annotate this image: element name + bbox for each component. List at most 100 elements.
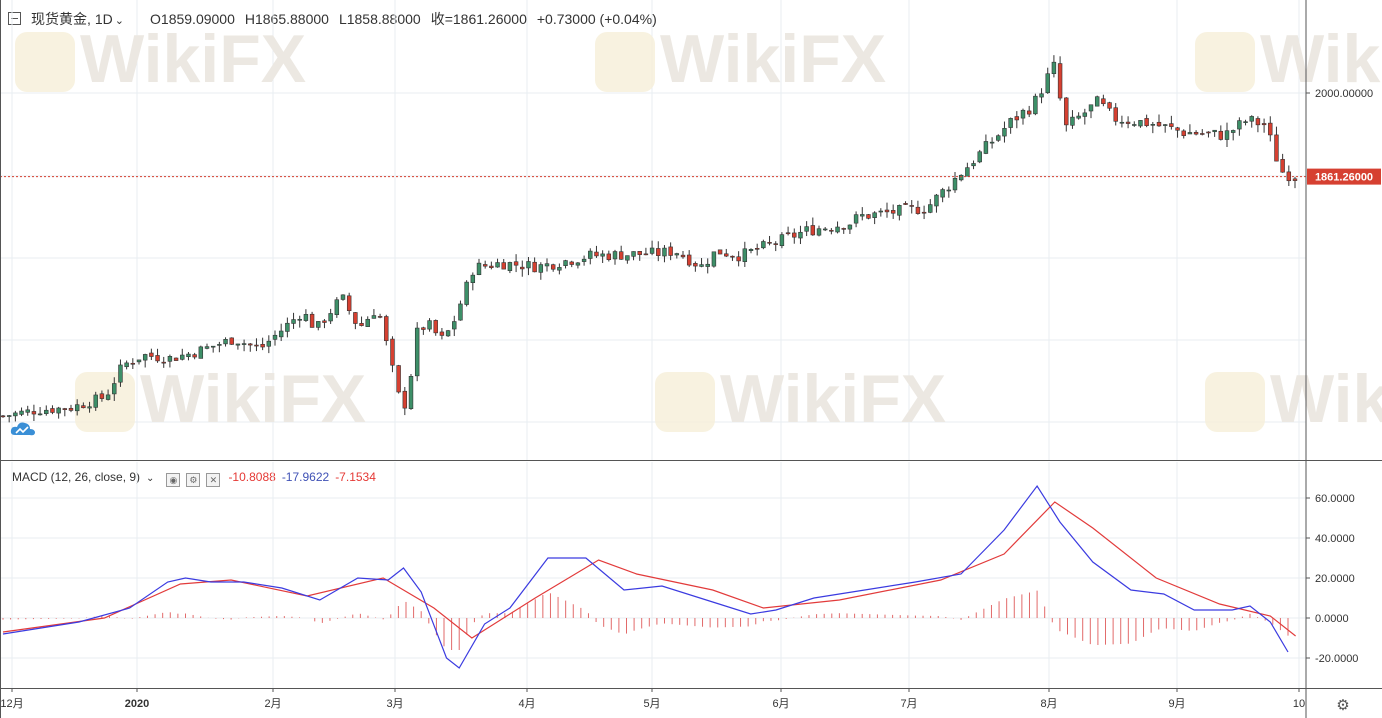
candle-body [309,313,315,328]
candle-body [804,226,809,232]
candle-body [74,404,80,412]
macd-y-tick-label: 20.0000 [1315,573,1355,585]
close-icon[interactable]: ✕ [206,473,221,487]
candle-body [717,249,723,255]
macd-hist-value: -10.8088 [228,470,276,484]
low-value: L1858.88000 [338,11,421,27]
candle-body [928,204,933,213]
candle-body [860,214,865,217]
candle-body [1249,116,1254,122]
candle-body [742,248,748,262]
macd-label[interactable]: MACD (12, 26, close, 9) [12,470,141,484]
candles-layer [0,55,1306,423]
candle-body [1064,97,1069,126]
grid-lines [0,0,1306,688]
candle-body [853,214,859,224]
candle-body [1094,96,1100,107]
candle-body [470,274,476,283]
candle-body [414,327,420,377]
candle-body [118,364,123,383]
candle-body [532,261,537,273]
candle-body [1181,130,1186,136]
candle-body [643,253,649,256]
candle-body [736,256,741,262]
candle-body [37,413,43,416]
candle-body [526,261,531,269]
open-value: O1859.09000 [150,11,235,27]
macd-y-tick-label: 0.0000 [1315,613,1349,625]
chevron-down-icon[interactable]: ⌄ [114,15,125,27]
candle-body [1200,133,1205,135]
candle-body [44,409,49,414]
candle-body [1150,124,1156,126]
candle-body [1119,121,1125,124]
candle-body [482,264,488,267]
candle-body [445,330,451,337]
candle-body [513,261,519,266]
candle-body [668,246,673,256]
macd-line [2,484,1289,669]
candle-body [940,189,945,198]
candle-body [87,406,92,409]
watermark-text: WikiFX [80,21,306,97]
candle-body [173,357,179,361]
candle-body [1125,121,1131,124]
candle-body [13,412,18,417]
candle-body [192,354,197,358]
candle-body [730,255,735,258]
candle-body [544,263,550,267]
candle-body [996,135,1001,141]
x-tick-label: 10 [1293,698,1305,710]
settings-gear-icon[interactable]: ⚙ [1336,697,1349,714]
symbol-name[interactable]: 现货黄金, [31,11,91,27]
candle-body [1261,123,1267,126]
candle-body [915,206,921,214]
candle-body [408,376,414,409]
candle-body [810,225,816,236]
candle-body [241,343,247,345]
candle-body [1280,159,1285,173]
candle-body [56,407,61,414]
candle-body [223,339,228,345]
candle-body [878,210,884,213]
candle-body [149,352,154,357]
gear-icon[interactable]: ⚙ [186,473,201,487]
candle-body [1268,122,1273,136]
candle-body [210,345,216,348]
candle-body [872,212,877,218]
candle-body [377,316,383,318]
candle-body [359,323,364,326]
candle-body [983,141,989,154]
candle-body [637,251,642,255]
watermark-text: WikiFX [1270,361,1382,437]
candle-body [557,267,562,271]
candle-body [1088,104,1094,112]
candle-body [167,356,173,362]
candle-body [365,318,370,327]
candle-body [1101,98,1106,105]
chevron-down-icon[interactable]: ⌄ [146,473,155,484]
candle-body [971,163,976,167]
candle-body [841,228,846,230]
candle-body [1212,129,1217,133]
eye-icon[interactable]: ◉ [166,473,181,487]
candle-body [371,315,377,319]
candle-body [328,313,333,322]
candle-body [507,262,513,271]
candle-body [600,253,605,257]
watermark-badge [655,372,715,432]
candle-body [1014,116,1020,121]
candle-body [155,355,160,362]
candle-body [346,295,352,311]
y-tick-label: 2000.00000 [1315,88,1373,100]
candle-body [427,320,432,330]
candle-body [1187,132,1193,135]
x-tick-label: 7月 [900,698,917,710]
candle-body [748,249,754,251]
collapse-icon[interactable] [8,12,21,25]
candle-body [649,247,655,254]
candle-body [390,338,395,366]
candle-body [798,231,803,239]
interval-label[interactable]: 1D [94,11,113,27]
candle-body [1162,124,1168,126]
